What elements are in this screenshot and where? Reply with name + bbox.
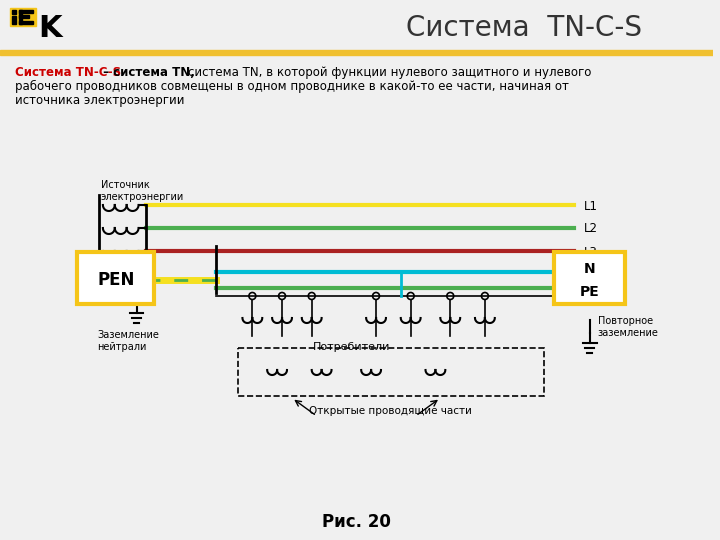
Bar <box>554 252 626 304</box>
Bar <box>12 10 16 14</box>
Bar <box>19 21 32 24</box>
Text: Заземление
нейтрали: Заземление нейтрали <box>97 330 159 352</box>
Bar <box>19 15 29 18</box>
Text: источника электроэнергии: источника электроэнергии <box>15 94 184 107</box>
Text: N: N <box>584 262 595 276</box>
Text: рабочего проводников совмещены в одном проводнике в какой-то ее части, начиная о: рабочего проводников совмещены в одном п… <box>15 80 569 93</box>
Text: PEN: PEN <box>97 271 135 289</box>
Bar <box>19 10 22 24</box>
Bar <box>77 252 154 304</box>
Text: Система TN-C-S: Система TN-C-S <box>15 66 121 79</box>
Text: K: K <box>39 14 62 43</box>
Text: Источник
электроэнергии: Источник электроэнергии <box>101 180 184 201</box>
Text: Открытые проводящие части: Открытые проводящие части <box>310 406 472 416</box>
Bar <box>12 16 16 24</box>
Text: PE: PE <box>580 285 600 299</box>
Text: система TN, в которой функции нулевого защитного и нулевого: система TN, в которой функции нулевого з… <box>188 66 591 79</box>
Text: Потребители: Потребители <box>312 342 390 352</box>
Text: L3: L3 <box>584 246 598 259</box>
Bar <box>0 50 713 55</box>
Bar <box>238 348 544 396</box>
Text: Система  TN-C-S: Система TN-C-S <box>407 14 642 42</box>
Bar <box>10 8 35 26</box>
Text: Повторное
заземление: Повторное заземление <box>598 316 659 338</box>
Text: – система TN,: – система TN, <box>99 66 195 79</box>
Bar <box>19 10 32 13</box>
Text: L1: L1 <box>584 199 598 213</box>
Text: Рис. 20: Рис. 20 <box>322 513 391 531</box>
Text: L2: L2 <box>584 222 598 235</box>
